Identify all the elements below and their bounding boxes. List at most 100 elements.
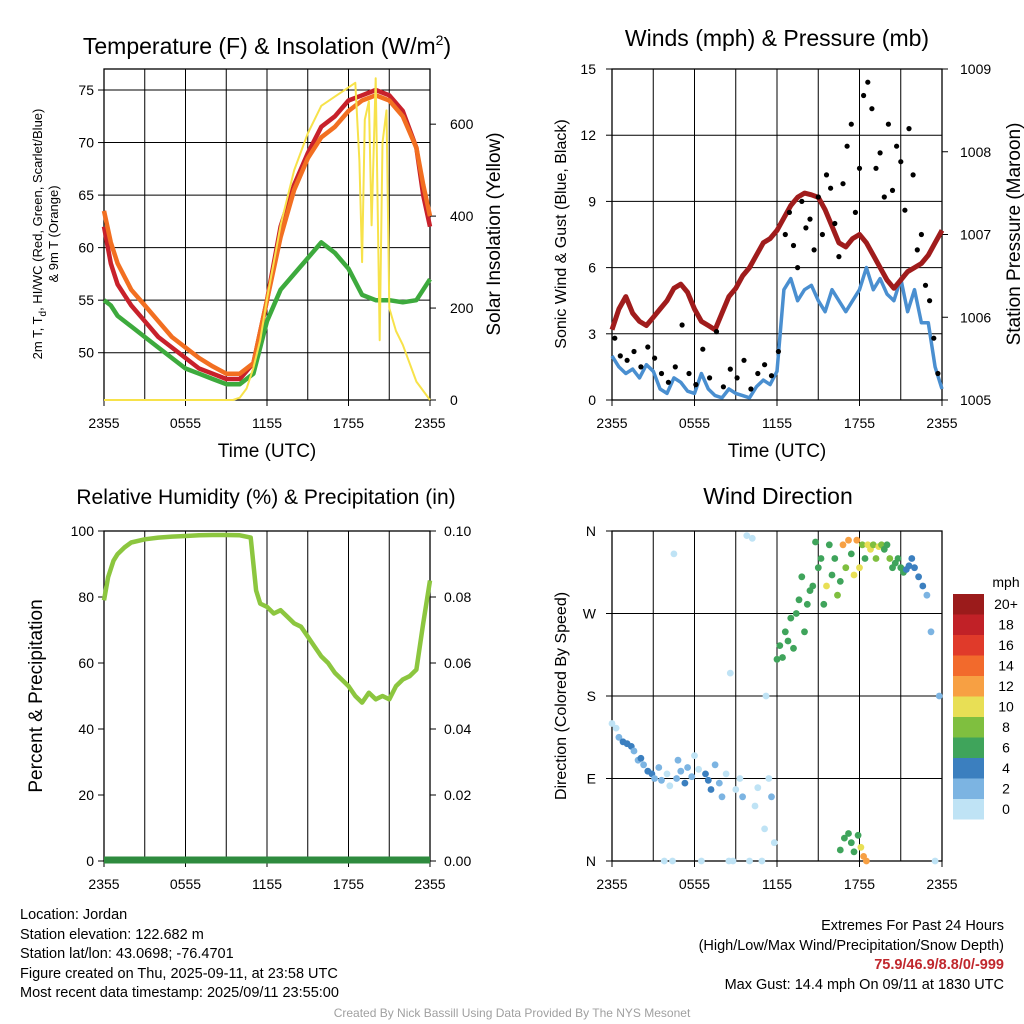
direction-point [691,752,698,759]
direction-point [673,775,680,782]
y2-tick-label: 0.02 [444,787,471,803]
gust-point [885,121,892,127]
direction-point [911,564,918,572]
direction-point [776,642,784,649]
y-tick-label: 0 [86,853,94,869]
y-axis-label-line2: & 9m T (Orange) [46,185,61,282]
legend-swatch [953,614,984,635]
gust-point [811,247,817,253]
gust-point [803,225,809,231]
gust-point [755,370,761,377]
gust-point [727,366,733,372]
direction-point [801,628,808,636]
direction-point [905,562,913,570]
y2-tick-label: 0.00 [444,853,471,869]
gust-point [869,106,875,112]
direction-point [651,775,658,782]
gust-point [786,209,793,215]
gust-point [898,159,904,165]
gust-point [935,370,941,377]
gust-point [906,126,912,132]
station-elevation: Station elevation: 122.682 m [20,926,204,943]
series-line-dewpoint [102,240,432,387]
legend-title: mph [992,574,1019,590]
y2-tick-label: 0.08 [444,589,471,605]
direction-point [718,793,726,801]
direction-point [655,764,663,771]
direction-point [746,857,753,865]
direction-point [751,802,759,810]
direction-point [908,555,916,562]
direction-point [677,767,685,775]
direction-point [856,564,863,572]
gust-point [612,335,618,341]
gust-point [693,382,699,388]
legend-swatch [953,696,984,717]
gust-point [617,353,623,359]
direction-point [858,541,866,549]
x-tick-label: 1755 [333,415,364,431]
legend-label: 20+ [994,596,1018,612]
direction-point [670,550,678,558]
y-axis-label: Direction (Colored By Speed) [553,592,570,800]
direction-point [850,848,858,856]
y-tick-label: 70 [78,135,94,151]
direction-point [798,573,806,581]
direction-point [612,724,620,732]
y2-tick-label: 1007 [960,227,991,243]
y-tick-label: 100 [71,523,95,539]
direction-point [681,779,689,787]
y-tick-label: 75 [78,82,94,98]
legend-label: 6 [1002,740,1010,756]
direction-point [935,692,943,700]
chart-title: Temperature (F) & Insolation (W/m2) [83,32,451,59]
y-tick-label: 3 [588,326,596,342]
direction-point [743,532,751,539]
direction-point [736,775,744,782]
x-tick-label: 1155 [762,876,792,892]
direction-point [704,776,712,784]
gust-point [844,143,850,149]
y-tick-label: 9 [588,193,596,209]
gust-point [832,220,838,227]
gust-point [873,165,879,171]
direction-point [845,830,852,837]
direction-point [787,614,795,622]
gust-point [638,364,644,370]
gust-point [700,346,706,352]
y2-tick-label: 1006 [960,309,991,325]
gust-point [672,364,678,370]
x-tick-label: 2355 [926,415,957,431]
x-tick-label: 1755 [844,415,875,431]
gust-point [741,357,747,363]
direction-point [863,857,870,865]
gust-point [848,121,854,127]
gust-point [931,335,937,341]
direction-point [790,644,797,652]
y-tick-label: E [587,771,596,787]
legend-swatch [953,737,984,758]
direction-point [828,571,836,579]
gust-point [775,348,782,355]
direction-point [702,770,709,778]
gust-point [658,370,665,377]
x-axis-label: Time (UTC) [218,441,317,462]
y-tick-label: N [586,853,596,869]
gust-point [734,375,740,381]
direction-point [834,591,841,599]
legend-swatch [953,635,984,656]
direction-point [817,555,825,562]
direction-point [853,536,861,544]
direction-point [695,765,702,773]
y2-tick-label: 1008 [960,144,991,160]
chart-title: Relative Humidity (%) & Precipitation (i… [76,486,455,509]
legend-swatch [953,758,984,779]
direction-point [831,555,839,562]
gust-point [782,231,788,238]
direction-point [779,654,786,661]
x-tick-label: 2355 [88,415,119,431]
legend-label: 18 [998,617,1014,633]
x-tick-label: 2355 [926,876,957,892]
